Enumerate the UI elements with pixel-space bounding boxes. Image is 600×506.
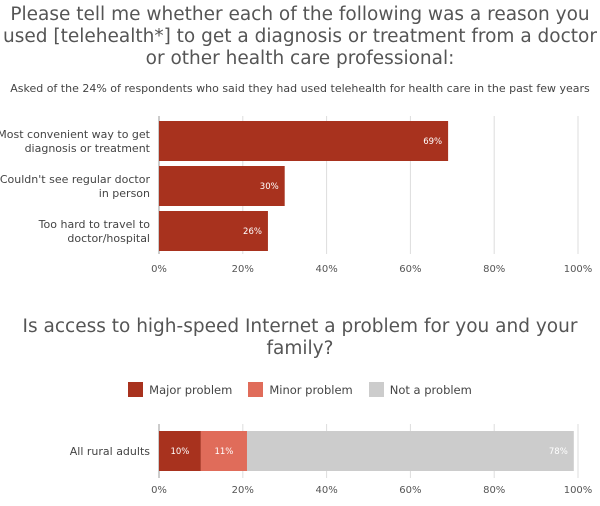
category-label-line: Too hard to travel to bbox=[38, 218, 151, 231]
category-label: Too hard to travel to doctor/hospital bbox=[38, 218, 151, 245]
legend-label-major: Major problem bbox=[149, 382, 233, 397]
bar bbox=[159, 211, 268, 251]
legend-item-major: Major problem bbox=[128, 382, 232, 397]
x-tick-label: 20% bbox=[232, 264, 254, 275]
category-label-line: in person bbox=[99, 187, 150, 200]
legend-label-minor: Minor problem bbox=[269, 382, 353, 397]
bar-value-label: 26% bbox=[243, 227, 262, 237]
segment-value-label: 10% bbox=[170, 447, 189, 457]
x-tick-label: 60% bbox=[399, 485, 421, 496]
legend-swatch-not bbox=[368, 382, 384, 397]
category-label-line: diagnosis or treatment bbox=[25, 142, 151, 155]
x-tick-label: 40% bbox=[315, 485, 337, 496]
legend-item-minor: Minor problem bbox=[248, 382, 353, 397]
category-label-line: Couldn't see regular doctor bbox=[0, 173, 150, 186]
category-label-line: doctor/hospital bbox=[67, 232, 150, 245]
stacked-segment bbox=[200, 431, 247, 471]
legend-label-not: Not a problem bbox=[389, 382, 472, 397]
x-tick-label: 100% bbox=[564, 264, 593, 275]
stacked-segment bbox=[246, 431, 574, 471]
x-tick-label: 40% bbox=[315, 264, 337, 275]
segment-value-label: 78% bbox=[549, 447, 568, 457]
chart-2-title: Is access to high-speed Internet a probl… bbox=[22, 316, 578, 359]
bar bbox=[159, 121, 449, 161]
x-tick-label: 60% bbox=[399, 264, 421, 275]
category-label: Couldn't see regular doctor in person bbox=[0, 173, 150, 200]
chart-1-plot: 0% 20% 40% 60% 80% 100% 69% Most convenient way… bbox=[0, 116, 593, 275]
segment-value-label: 11% bbox=[214, 447, 233, 457]
x-tick-label: 100% bbox=[564, 485, 593, 496]
x-tick-label: 0% bbox=[151, 485, 167, 496]
legend-item-not: Not a problem bbox=[368, 382, 472, 397]
stacked-segment bbox=[159, 431, 201, 471]
chart-1-subtitle: Asked of the 24% of respondents who said… bbox=[10, 82, 590, 95]
bar bbox=[159, 166, 285, 206]
chart-1-title: Please tell me whether each of the follo… bbox=[3, 4, 597, 69]
category-label: Most convenient way to get diagnosis or t… bbox=[0, 128, 151, 155]
x-tick-label: 20% bbox=[232, 485, 254, 496]
x-tick-label: 80% bbox=[483, 485, 505, 496]
legend-swatch-major bbox=[128, 382, 144, 397]
category-label-line: Most convenient way to get bbox=[0, 128, 151, 141]
x-tick-label: 0% bbox=[151, 264, 167, 275]
chart-2-legend: Major problem Minor problem Not a proble… bbox=[0, 382, 600, 397]
bar-value-label: 69% bbox=[423, 137, 442, 147]
legend-swatch-minor bbox=[248, 382, 264, 397]
x-tick-label: 80% bbox=[483, 264, 505, 275]
chart-2-plot: 0% 20% 40% 60% 80% 100% 10% 11% 78% All rural adu… bbox=[70, 424, 593, 496]
bar-value-label: 30% bbox=[260, 182, 279, 192]
category-label: All rural adults bbox=[70, 445, 151, 458]
